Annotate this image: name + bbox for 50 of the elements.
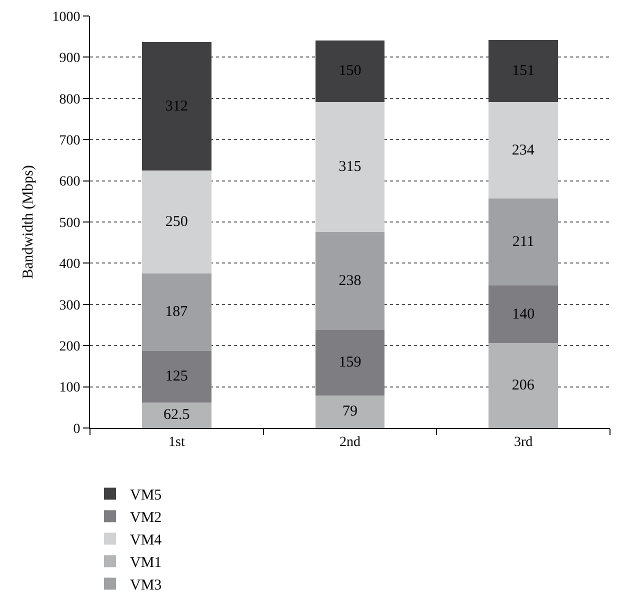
- data-label: 312: [165, 98, 188, 114]
- legend-label: VM1: [130, 555, 162, 572]
- bar: [142, 42, 212, 171]
- y-tick-label: 800: [59, 92, 80, 108]
- y-tick-label: 400: [59, 257, 80, 272]
- data-label: 315: [338, 159, 362, 175]
- legend-label: VM4: [130, 532, 162, 549]
- bar: [488, 198, 558, 286]
- data-label: 151: [512, 63, 535, 80]
- legend-label: VM5: [130, 488, 162, 504]
- bar: [488, 102, 558, 199]
- data-label: 250: [165, 214, 188, 230]
- data-label: 187: [165, 304, 188, 320]
- bar: [315, 40, 385, 102]
- legend-label: VM2: [130, 510, 162, 526]
- bar: [315, 395, 385, 428]
- y-tick-label: 700: [59, 134, 80, 148]
- y-axis-title: Bandwidth (Mbps): [20, 165, 36, 279]
- data-label: 79: [342, 404, 358, 420]
- data-label: 206: [512, 378, 535, 394]
- data-label: 140: [512, 306, 535, 322]
- bar: [488, 343, 558, 428]
- x-tick-label: 2nd: [340, 434, 360, 450]
- bar: [142, 274, 212, 351]
- data-label: 234: [512, 142, 535, 158]
- y-tick-label: 0: [73, 422, 80, 437]
- y-tick-label: 900: [59, 51, 80, 66]
- bar: [142, 350, 212, 402]
- data-label: 159: [338, 354, 362, 371]
- y-tick-label: 100: [59, 380, 80, 396]
- bar: [315, 102, 385, 232]
- data-label: 238: [338, 272, 362, 289]
- y-tick-label: 500: [59, 216, 80, 231]
- bar: [488, 40, 558, 102]
- y-tick-label: 1000: [52, 10, 80, 25]
- bar: [315, 232, 385, 330]
- x-tick-label: 3rd: [514, 434, 533, 450]
- x-tick-label: 1st: [168, 434, 185, 450]
- y-tick-label: 600: [59, 174, 80, 190]
- data-label: 211: [512, 234, 534, 250]
- bar: [315, 330, 385, 396]
- bar: [142, 402, 212, 428]
- y-tick-label: 300: [59, 298, 80, 314]
- data-label: 62.5: [164, 407, 190, 424]
- data-label: 125: [165, 368, 188, 384]
- bar: [142, 170, 212, 274]
- bar: [488, 285, 558, 344]
- data-label: 150: [338, 63, 362, 80]
- legend-label: VM3: [130, 578, 162, 594]
- y-tick-label: 200: [59, 340, 80, 354]
